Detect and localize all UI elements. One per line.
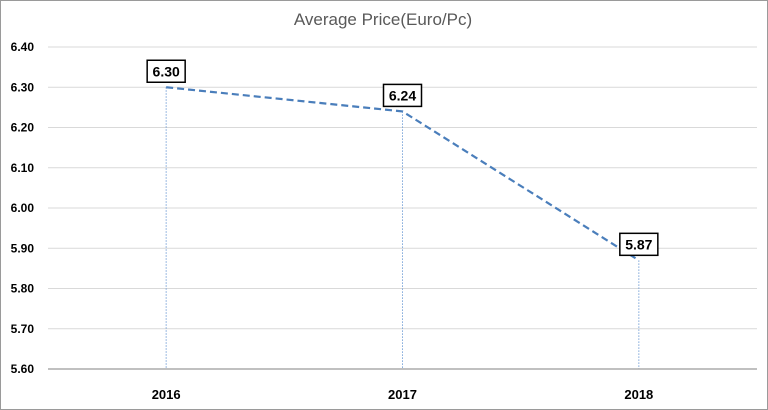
y-tick-label: 5.70 (11, 322, 35, 336)
series-line (166, 86, 640, 262)
y-tick-label: 5.80 (11, 282, 35, 296)
y-tick-label: 5.90 (11, 241, 35, 255)
data-label-box (146, 59, 186, 83)
x-tick-label: 2016 (152, 387, 181, 402)
data-label: 6.30 (146, 59, 186, 83)
y-tick-label: 6.40 (11, 40, 35, 54)
data-labels: 6.30 6.24 5.87 (146, 59, 659, 257)
y-tick-label: 6.00 (11, 201, 35, 215)
drop-lines (165, 87, 640, 369)
y-tick-label: 6.10 (11, 161, 35, 175)
data-label: 5.87 (619, 232, 659, 257)
y-tick-label: 6.30 (11, 80, 35, 94)
data-label-text: 5.87 (625, 236, 652, 252)
x-tick-label: 2017 (388, 387, 417, 402)
series-polyline (166, 86, 640, 262)
data-label-text: 6.24 (389, 87, 416, 103)
y-tick-label: 5.60 (11, 362, 35, 376)
y-tick-label: 6.20 (11, 121, 35, 135)
data-label-box (619, 232, 659, 257)
x-axis: 2016 2017 2018 (48, 368, 757, 402)
data-label: 6.24 (382, 83, 423, 108)
data-label-text: 6.30 (153, 63, 180, 79)
data-label-box (382, 83, 423, 108)
x-tick-label: 2018 (624, 387, 653, 402)
y-axis-ticks: 5.60 5.70 5.80 5.90 6.00 6.10 6.20 6.30 6.40 (11, 40, 35, 376)
chart-title: Average Price(Euro/Pc) (294, 10, 472, 29)
